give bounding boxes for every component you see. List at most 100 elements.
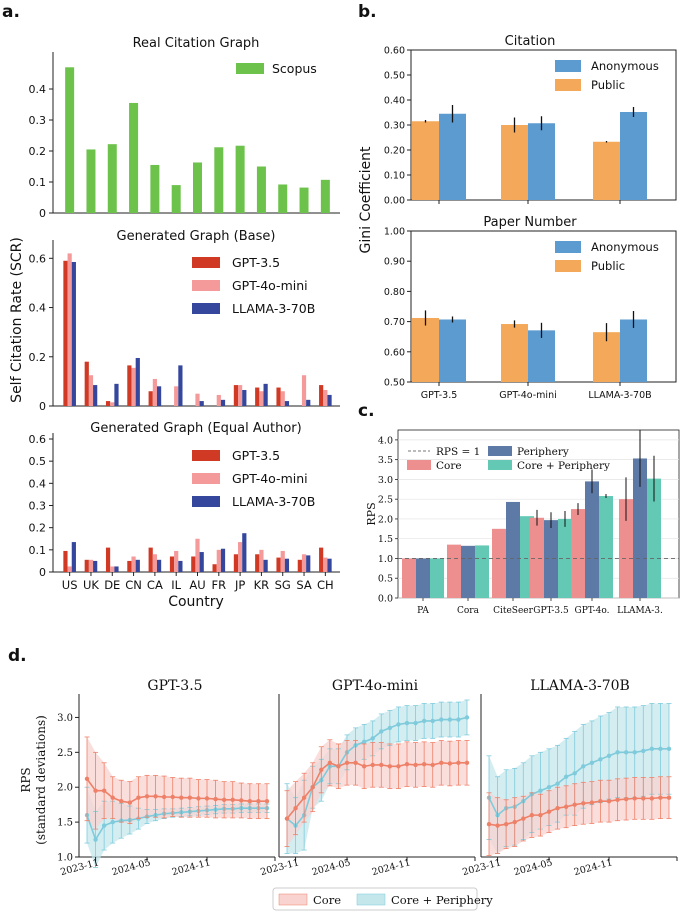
bar-public-gpt-4o-mini xyxy=(501,125,528,200)
bar-llama-3-70b-ch xyxy=(327,558,332,572)
point-core-periphery xyxy=(361,739,367,745)
point-core-periphery xyxy=(632,750,637,755)
point-core-periphery xyxy=(538,788,543,793)
bar-gpt-4o-mini-il xyxy=(174,550,179,572)
point-core xyxy=(486,822,492,827)
legend-label-core: Core xyxy=(313,893,341,907)
point-core xyxy=(119,798,124,804)
x-tick-label: Cora xyxy=(457,606,480,616)
bar-llama-3-70b-kr xyxy=(263,383,268,406)
legend-swatch-core-periphery xyxy=(488,460,512,470)
bar-gpt-4o-mini-jp xyxy=(238,542,243,572)
bar-llama-3-70b-au xyxy=(199,552,204,572)
y-axis-label: RPS xyxy=(365,502,378,525)
bar-gpt-3-5-sg xyxy=(276,557,281,572)
panel-b-citation: Citation 0.00 0.10 0.20 0.30 0.40 0.50 0.60 An… xyxy=(384,34,677,207)
x-tick-label: LLAMA-3. xyxy=(617,606,663,616)
legend-label-public: Public xyxy=(591,78,625,92)
bar-gpt-3-5-kr xyxy=(255,387,260,406)
panel-letter-d: d. xyxy=(8,646,27,666)
x-tick-label: AU xyxy=(189,578,205,592)
point-core xyxy=(247,798,253,804)
y-tick-label: 3.5 xyxy=(378,455,393,466)
x-tick-label: IL xyxy=(171,578,181,592)
point-core-periphery xyxy=(101,823,107,828)
bar-llama-3-70b-sa xyxy=(306,555,311,572)
point-core xyxy=(136,795,141,800)
legend-label-gpt35: GPT-3.5 xyxy=(232,448,280,463)
band-core xyxy=(287,739,467,847)
bar-gpt-3-5-au xyxy=(191,556,196,572)
bar-periphery-gpt-4o- xyxy=(585,481,599,598)
point-core-periphery xyxy=(110,819,115,825)
x-tick-label: 2023-11 xyxy=(461,857,502,878)
point-core xyxy=(658,795,663,800)
bar-gpt-4o-mini-fr xyxy=(216,549,221,572)
y-tick-label: 0 xyxy=(39,400,46,413)
point-core xyxy=(379,762,384,768)
y-tick-label: 3.0 xyxy=(57,713,73,724)
bar-gpt-3-5-uk xyxy=(84,559,89,572)
point-core xyxy=(521,816,526,821)
point-core-periphery xyxy=(387,725,393,731)
bar-scopus-il xyxy=(171,185,181,213)
point-core xyxy=(546,809,552,814)
x-tick-label: 2024-11 xyxy=(371,857,412,878)
point-core xyxy=(632,796,637,801)
x-tick-label: SA xyxy=(296,578,312,592)
x-tick-label: JP xyxy=(234,578,245,592)
point-core xyxy=(144,794,150,799)
bar-llama-3-70b-de xyxy=(114,383,119,406)
legend: GPT-3.5 GPT-4o-mini LLAMA-3-70B xyxy=(192,255,315,316)
point-core xyxy=(563,804,569,809)
bar-scopus-uk xyxy=(86,149,96,213)
point-core-periphery xyxy=(456,717,461,722)
point-core xyxy=(230,797,235,802)
point-core xyxy=(598,798,603,804)
point-core xyxy=(370,762,375,768)
bar-scopus-cn xyxy=(129,102,139,213)
y-tick-label: 2.5 xyxy=(57,748,73,759)
legend-label-core-periphery: Core + Periphery xyxy=(517,460,610,472)
legend: Anonymous Public xyxy=(555,59,659,92)
x-tick-label: GPT-4o-mini xyxy=(499,390,556,401)
point-core xyxy=(589,800,595,805)
point-core xyxy=(512,819,517,825)
bar-llama-3-70b-fr xyxy=(220,548,226,572)
legend-label-gpt4o: GPT-4o-mini xyxy=(232,471,308,486)
chart-title: Real Citation Graph xyxy=(133,36,260,51)
point-core xyxy=(387,764,393,769)
point-core xyxy=(239,798,244,803)
bar-periphery-pa xyxy=(416,558,430,598)
bar-llama-3-70b-il xyxy=(178,365,183,406)
legend-swatch-scopus xyxy=(236,63,264,74)
bar-llama-3-70b-ch xyxy=(327,394,332,406)
bar-gpt-4o-mini-fr xyxy=(216,394,221,406)
point-core xyxy=(293,805,298,811)
y-tick-label: 3.0 xyxy=(378,475,393,486)
bar-public-gpt-4o-mini xyxy=(501,324,528,382)
bar-gpt-4o-mini-uk xyxy=(88,559,94,572)
point-core xyxy=(421,761,427,767)
bar-gpt-3-5-ch xyxy=(319,547,324,572)
bar-core-cora xyxy=(447,544,461,598)
bar-gpt-3-5-cn xyxy=(127,560,132,572)
bar-gpt-4o-mini-sg xyxy=(280,391,285,406)
point-core xyxy=(319,767,324,772)
x-tick-label: 2024-05 xyxy=(111,857,152,878)
legend-label-gpt4o: GPT-4o-mini xyxy=(232,278,308,293)
legend-swatch-anonymous xyxy=(555,241,581,253)
chart-title: Generated Graph (Equal Author) xyxy=(90,421,301,436)
point-core xyxy=(264,798,270,804)
legend: GPT-3.5 GPT-4o-mini LLAMA-3-70B xyxy=(192,448,315,509)
legend-label-llama: LLAMA-3-70B xyxy=(232,494,315,509)
point-core xyxy=(110,795,115,800)
y-tick-label: 0.4 xyxy=(29,477,47,490)
bar-gpt-4o-mini-kr xyxy=(259,391,264,406)
y-tick-label: 0.1 xyxy=(29,176,47,189)
chart-title: Paper Number xyxy=(483,215,577,230)
bar-gpt-3-5-de xyxy=(105,547,111,572)
x-tick-label: US xyxy=(62,578,78,592)
bar-gpt-4o-mini-ca xyxy=(152,554,157,572)
point-core xyxy=(572,802,577,807)
